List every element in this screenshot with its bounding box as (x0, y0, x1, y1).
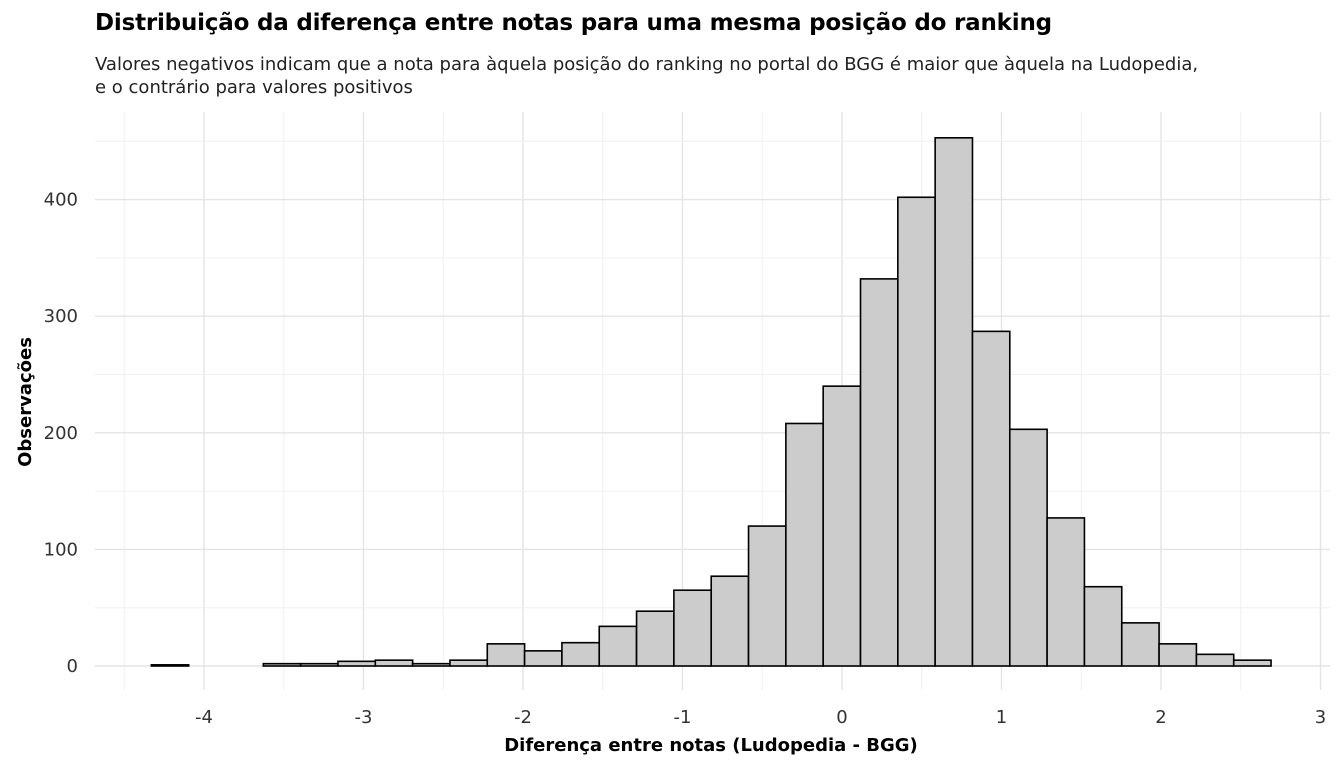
histogram-bar (822, 385, 862, 667)
x-axis-ticks: -4 -3 -2 -1 0 1 2 3 (195, 707, 1326, 728)
histogram-bar (150, 664, 190, 667)
y-axis-ticks: 0 100 200 300 400 (44, 190, 78, 677)
y-tick-label: 100 (44, 539, 78, 560)
x-tick-label: -1 (674, 707, 692, 728)
chart-subtitle: Valores negativos indicam que a nota par… (95, 53, 1295, 99)
histogram-bar (673, 589, 713, 667)
subtitle-line-2: e o contrário para valores positivos (95, 77, 413, 98)
histogram-bar (598, 625, 638, 667)
histogram-bar (710, 575, 750, 667)
histogram-bar (411, 662, 451, 667)
y-tick-label: 400 (44, 190, 78, 211)
y-tick-label: 200 (44, 423, 78, 444)
histogram-bar (897, 196, 936, 667)
histogram-bar (299, 662, 339, 667)
y-tick-label: 0 (67, 656, 78, 677)
x-tick-label: 3 (1315, 707, 1326, 728)
chart-title: Distribuição da diferença entre notas pa… (95, 10, 1052, 36)
y-tick-label: 300 (44, 306, 78, 327)
histogram-bar (561, 641, 601, 667)
x-tick-label: 2 (1155, 707, 1166, 728)
x-tick-label: -4 (195, 707, 213, 728)
histogram-bar (449, 659, 489, 667)
subtitle-line-1: Valores negativos indicam que a nota par… (95, 54, 1199, 75)
histogram-bar (1046, 517, 1086, 667)
histogram-bar (374, 659, 414, 667)
x-axis-title: Diferença entre notas (Ludopedia - BGG) (504, 735, 918, 756)
histogram-bar (1120, 622, 1160, 667)
histogram-bar (1008, 428, 1048, 667)
histogram-bar (1083, 585, 1123, 667)
histogram-bar (859, 278, 899, 667)
histogram-bar (337, 660, 377, 667)
x-tick-label: -2 (514, 707, 532, 728)
histogram-bar (1232, 659, 1272, 667)
y-axis-title: Observações (15, 337, 36, 467)
histogram-bar (971, 330, 1011, 667)
histogram-bar (262, 662, 302, 667)
x-tick-label: -3 (355, 707, 373, 728)
histogram-bar (747, 525, 787, 667)
histogram-bar (486, 643, 526, 667)
histogram-bar (934, 137, 974, 667)
x-tick-label: 0 (836, 707, 847, 728)
histogram-bar (635, 610, 675, 667)
histogram-bar (1195, 653, 1235, 667)
histogram-bar (523, 650, 563, 667)
x-tick-label: 1 (996, 707, 1007, 728)
histogram-bar (1158, 643, 1198, 667)
histogram-bars (150, 137, 1272, 667)
histogram-bar (785, 422, 824, 667)
